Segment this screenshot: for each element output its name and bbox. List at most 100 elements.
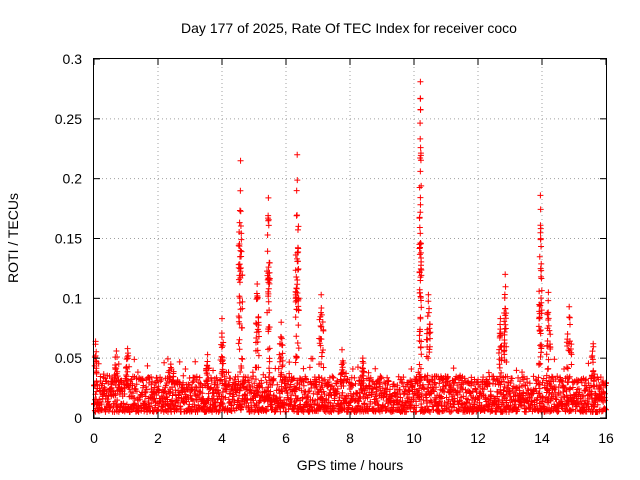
data-point [509, 375, 516, 382]
data-point [417, 194, 424, 201]
data-point [108, 384, 115, 391]
data-point [418, 393, 425, 400]
data-point [416, 361, 423, 368]
data-point [208, 374, 215, 381]
data-point [331, 395, 338, 402]
data-point [124, 368, 131, 375]
data-point [566, 303, 573, 310]
data-point [337, 376, 344, 383]
data-point [553, 396, 560, 403]
data-point [151, 395, 158, 402]
data-point [234, 373, 241, 380]
data-point [169, 378, 176, 385]
y-axis-label: ROTI / TECUs [5, 193, 21, 283]
data-point [235, 318, 242, 325]
data-point [124, 354, 131, 361]
data-point [270, 375, 277, 382]
data-point [374, 401, 381, 408]
data-point [320, 327, 327, 334]
data-point [498, 342, 505, 349]
data-point [417, 201, 424, 208]
data-point [276, 351, 283, 358]
data-point [588, 388, 595, 395]
data-point [500, 387, 507, 394]
data-point [291, 408, 298, 415]
data-point [396, 399, 403, 406]
data-point [238, 364, 245, 371]
data-point [546, 390, 553, 396]
data-point [213, 374, 220, 381]
data-point [318, 309, 325, 316]
data-point [172, 402, 179, 409]
data-point [200, 403, 207, 410]
data-point [252, 364, 259, 371]
data-point [400, 374, 407, 381]
data-point [180, 372, 187, 379]
data-point [115, 360, 122, 367]
data-point [451, 398, 458, 405]
data-point [254, 338, 261, 345]
data-point [293, 354, 300, 361]
data-point [158, 376, 165, 383]
data-point [309, 355, 316, 362]
data-point [245, 374, 252, 381]
data-point [572, 403, 579, 410]
data-point [589, 395, 596, 402]
data-point [485, 369, 492, 376]
data-point [545, 356, 552, 363]
data-point [244, 397, 251, 404]
data-point [278, 334, 285, 341]
data-point [535, 323, 542, 330]
data-point [456, 389, 463, 396]
data-point [436, 380, 443, 387]
data-point [237, 187, 244, 194]
data-point [539, 398, 546, 405]
data-point [265, 288, 272, 295]
data-point [164, 393, 171, 400]
data-point [418, 258, 425, 265]
data-point [196, 374, 203, 381]
data-point [275, 365, 282, 372]
data-point [176, 358, 183, 365]
data-point [93, 369, 100, 376]
data-point [568, 361, 575, 368]
data-point [503, 310, 510, 317]
data-point [480, 386, 487, 393]
data-point [265, 285, 272, 292]
data-point [600, 389, 607, 396]
data-point [394, 382, 401, 389]
data-point [407, 377, 414, 384]
data-point [355, 402, 362, 409]
data-point [503, 359, 510, 366]
data-point [425, 407, 432, 414]
data-point [447, 408, 454, 415]
data-point [420, 397, 427, 404]
data-point [317, 323, 324, 330]
data-point [258, 380, 265, 387]
data-point [250, 397, 257, 404]
data-point [497, 315, 504, 322]
data-point [408, 365, 415, 372]
data-point [319, 384, 326, 391]
data-point [537, 225, 544, 232]
data-point [255, 352, 262, 359]
data-point [143, 383, 150, 390]
data-point [536, 328, 543, 335]
data-point [374, 397, 381, 404]
data-point [312, 397, 319, 404]
data-point [538, 307, 545, 314]
data-point [450, 365, 457, 372]
data-point [294, 151, 301, 158]
data-point [192, 358, 199, 365]
data-point [211, 398, 218, 405]
data-point [290, 375, 297, 382]
data-point [348, 381, 355, 388]
data-point [545, 322, 552, 329]
data-point [228, 401, 235, 408]
data-point [292, 267, 299, 274]
data-point [498, 357, 505, 364]
data-point [236, 299, 243, 306]
data-point [516, 387, 523, 394]
data-point [216, 377, 223, 384]
data-point [288, 392, 295, 399]
